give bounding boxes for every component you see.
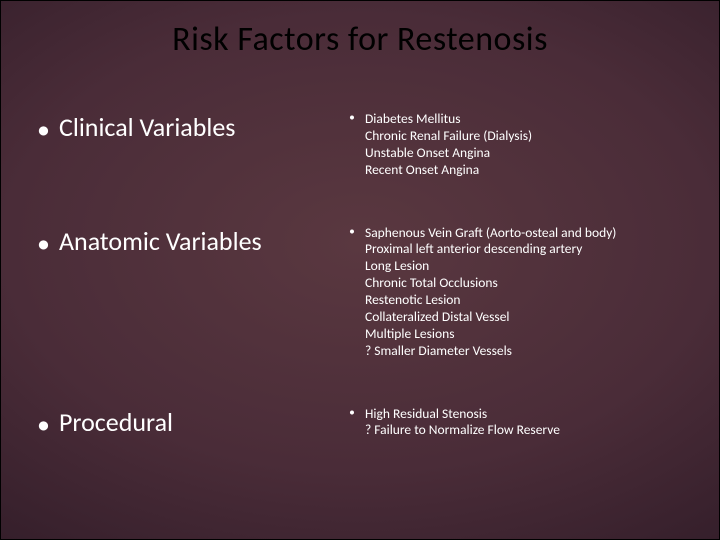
section-items-block: • Diabetes Mellitus Chronic Renal Failur… bbox=[315, 111, 691, 179]
list-item: Collateralized Distal Vessel bbox=[365, 309, 691, 326]
bullet-icon: • bbox=[37, 225, 59, 256]
list-item: Multiple Lesions bbox=[365, 326, 691, 343]
section-procedural: • Procedural • High Residual Stenosis ? … bbox=[37, 406, 691, 440]
content-area: • Clinical Variables • Diabetes Mellitus… bbox=[1, 111, 719, 539]
list-item: ? Smaller Diameter Vessels bbox=[365, 343, 691, 360]
list-item: Restenotic Lesion bbox=[365, 292, 691, 309]
bullet-icon: • bbox=[339, 406, 365, 420]
section-heading: Procedural bbox=[59, 406, 173, 438]
list-item: Chronic Total Occlusions bbox=[365, 275, 691, 292]
bullet-icon: • bbox=[339, 111, 365, 125]
list-item: Long Lesion bbox=[365, 258, 691, 275]
list-item: Chronic Renal Failure (Dialysis) bbox=[365, 128, 691, 145]
section-items-block: • High Residual Stenosis ? Failure to No… bbox=[315, 406, 691, 440]
section-items: High Residual Stenosis ? Failure to Norm… bbox=[365, 406, 691, 440]
section-heading-block: • Clinical Variables bbox=[37, 111, 315, 143]
bullet-icon: • bbox=[339, 225, 365, 239]
slide-title: Risk Factors for Restenosis bbox=[1, 1, 719, 60]
section-heading-block: • Procedural bbox=[37, 406, 315, 438]
section-heading: Anatomic Variables bbox=[59, 225, 262, 257]
list-item: Diabetes Mellitus bbox=[365, 111, 691, 128]
section-heading-block: • Anatomic Variables bbox=[37, 225, 315, 257]
bullet-icon: • bbox=[37, 111, 59, 142]
bullet-icon: • bbox=[37, 406, 59, 437]
list-item: Recent Onset Angina bbox=[365, 162, 691, 179]
section-anatomic: • Anatomic Variables • Saphenous Vein Gr… bbox=[37, 225, 691, 360]
list-item: Saphenous Vein Graft (Aorto-osteal and b… bbox=[365, 225, 691, 242]
list-item: ? Failure to Normalize Flow Reserve bbox=[365, 422, 691, 439]
list-item: Unstable Onset Angina bbox=[365, 145, 691, 162]
list-item: Proximal left anterior descending artery bbox=[365, 241, 691, 258]
section-items: Diabetes Mellitus Chronic Renal Failure … bbox=[365, 111, 691, 179]
section-items: Saphenous Vein Graft (Aorto-osteal and b… bbox=[365, 225, 691, 360]
list-item: High Residual Stenosis bbox=[365, 406, 691, 423]
section-items-block: • Saphenous Vein Graft (Aorto-osteal and… bbox=[315, 225, 691, 360]
section-clinical: • Clinical Variables • Diabetes Mellitus… bbox=[37, 111, 691, 179]
section-heading: Clinical Variables bbox=[59, 111, 235, 143]
